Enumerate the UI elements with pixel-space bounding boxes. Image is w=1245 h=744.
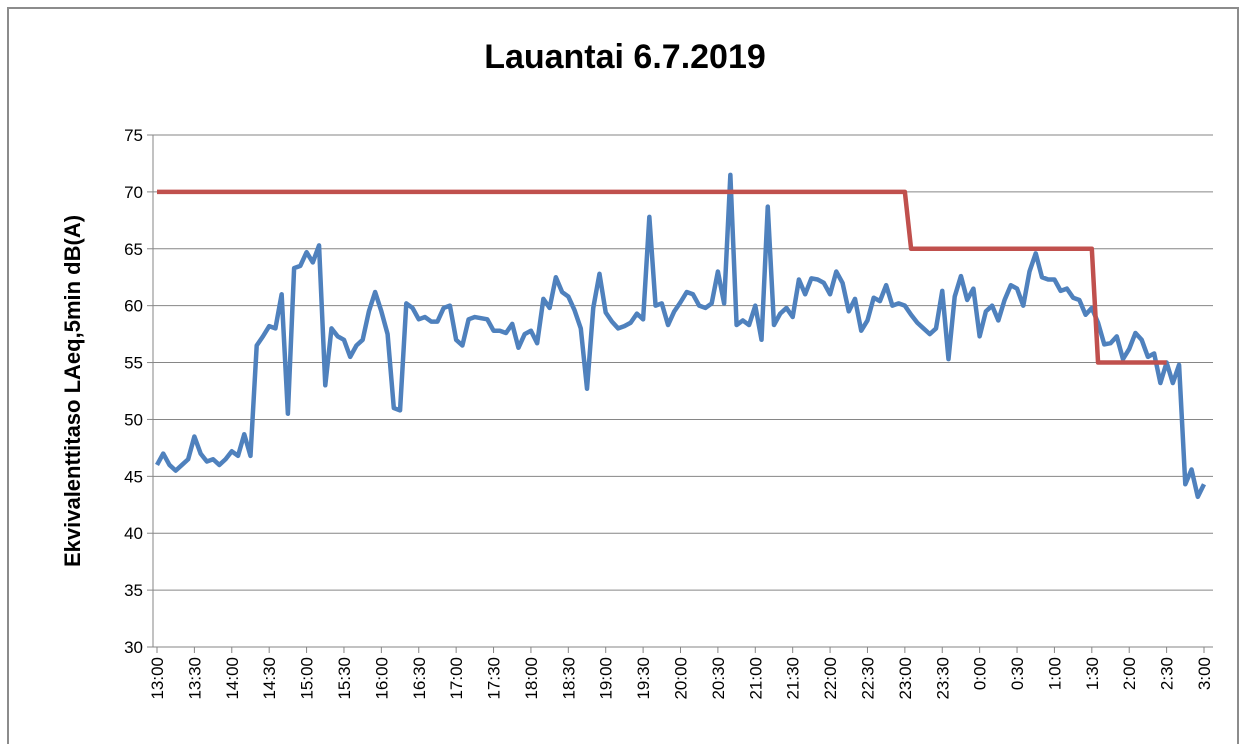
x-tick-label: 21:00: [746, 657, 765, 700]
x-tick-label: 16:30: [410, 657, 429, 700]
y-tick-label: 35: [124, 581, 143, 600]
x-tick-label: 14:00: [223, 657, 242, 700]
x-tick-label: 3:00: [1195, 657, 1214, 690]
y-tick-label: 65: [124, 240, 143, 259]
x-tick-label: 18:00: [522, 657, 541, 700]
x-tick-label: 19:00: [597, 657, 616, 700]
x-tick-label: 15:30: [335, 657, 354, 700]
y-tick-label: 40: [124, 524, 143, 543]
x-tick-label: 2:00: [1120, 657, 1139, 690]
x-tick-label: 14:30: [260, 657, 279, 700]
x-tick-label: 17:00: [447, 657, 466, 700]
x-tick-label: 20:00: [672, 657, 691, 700]
x-tick-label: 22:00: [821, 657, 840, 700]
y-tick-label: 55: [124, 354, 143, 373]
y-tick-label: 30: [124, 638, 143, 657]
x-tick-label: 23:30: [933, 657, 952, 700]
x-tick-label: 1:00: [1045, 657, 1064, 690]
x-tick-label: 0:30: [1008, 657, 1027, 690]
y-tick-label: 70: [124, 183, 143, 202]
x-tick-label: 23:00: [896, 657, 915, 700]
x-tick-label: 18:30: [559, 657, 578, 700]
x-tick-label: 16:00: [372, 657, 391, 700]
x-tick-label: 0:00: [971, 657, 990, 690]
x-tick-label: 15:00: [298, 657, 317, 700]
y-axis-title: Ekvivalenttitaso LAeq,5min dB(A): [60, 215, 85, 567]
x-tick-label: 20:30: [709, 657, 728, 700]
y-tick-label: 75: [124, 126, 143, 145]
x-tick-label: 17:30: [485, 657, 504, 700]
x-tick-label: 13:00: [148, 657, 167, 700]
x-tick-label: 22:30: [858, 657, 877, 700]
chart-title: Lauantai 6.7.2019: [484, 38, 766, 76]
y-tick-label: 60: [124, 297, 143, 316]
x-tick-label: 2:30: [1158, 657, 1177, 690]
y-tick-label: 50: [124, 410, 143, 429]
x-tick-label: 21:30: [784, 657, 803, 700]
x-tick-label: 1:30: [1083, 657, 1102, 690]
x-tick-label: 13:30: [185, 657, 204, 700]
chart-frame: [7, 7, 1239, 744]
series-line: [157, 189, 1167, 365]
y-tick-label: 45: [124, 467, 143, 486]
x-tick-label: 19:30: [634, 657, 653, 700]
series-line: [155, 172, 1207, 500]
